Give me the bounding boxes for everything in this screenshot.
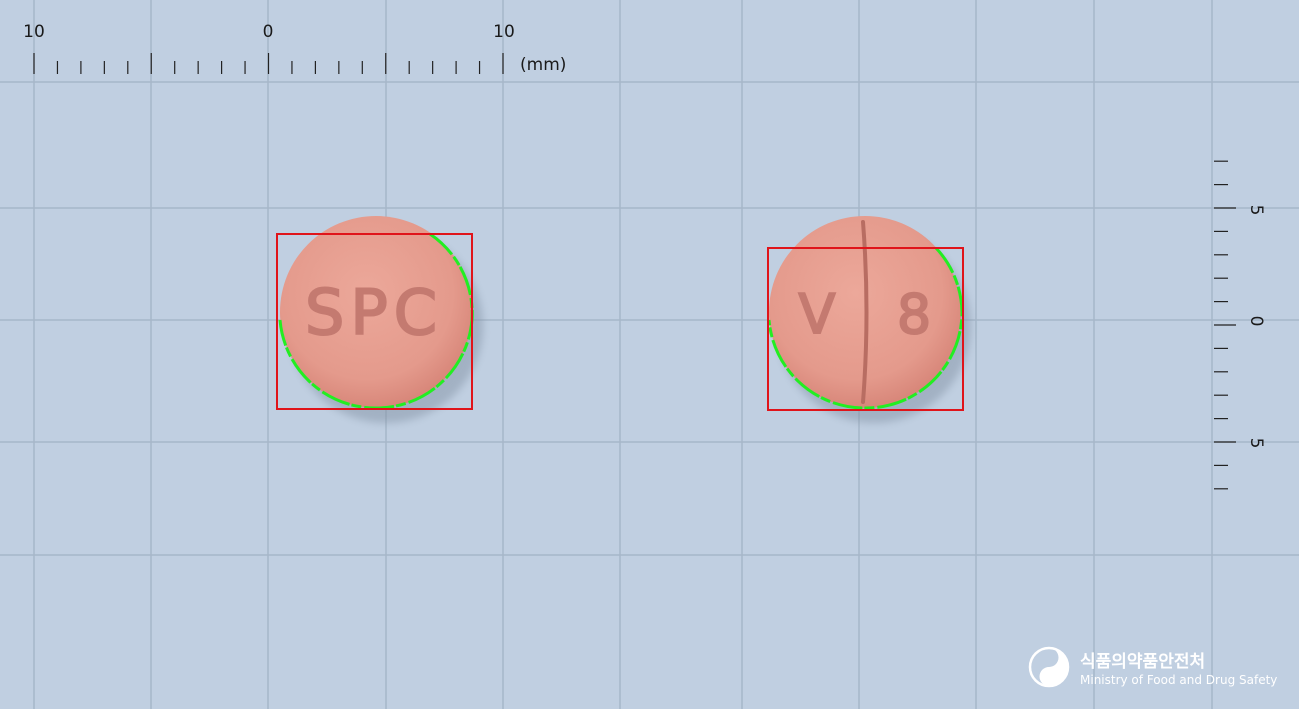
mfds-emblem-icon: [1028, 646, 1070, 688]
tablet-back-imprint-right: 8: [897, 283, 931, 346]
tablet-back-contour: [767, 246, 964, 410]
mfds-logo: 식품의약품안전처 Ministry of Food and Drug Safet…: [1028, 646, 1277, 688]
tablet-front-body: [280, 216, 472, 408]
right-ruler-label-zero: 0: [1246, 316, 1266, 327]
top-ruler-unit: (mm): [520, 55, 566, 75]
tablet-back-score-line: [861, 220, 869, 404]
right-ruler-label-lower: 5: [1246, 438, 1266, 449]
tablet-front: SPC: [276, 216, 483, 423]
tablet-back: V 8: [767, 216, 971, 423]
top-ruler-label-zero: 0: [263, 22, 274, 42]
top-ruler-label-left: 10: [23, 22, 45, 42]
right-ruler: 5 0 5: [1214, 160, 1266, 490]
mfds-logo-korean: 식품의약품안전처: [1080, 651, 1205, 672]
top-ruler-label-right: 10: [493, 22, 515, 42]
tablet-back-imprint-left: V: [799, 283, 836, 346]
top-ruler: 10 0 10 (mm): [23, 22, 566, 75]
tablet-back-bounding-box: [767, 247, 964, 411]
mfds-logo-english: Ministry of Food and Drug Safety: [1080, 673, 1277, 687]
tablet-front-imprint: SPC: [305, 276, 443, 349]
right-ruler-label-upper: 5: [1246, 205, 1266, 216]
tablet-front-bounding-box: [276, 233, 473, 410]
tablet-front-contour: [278, 232, 474, 410]
